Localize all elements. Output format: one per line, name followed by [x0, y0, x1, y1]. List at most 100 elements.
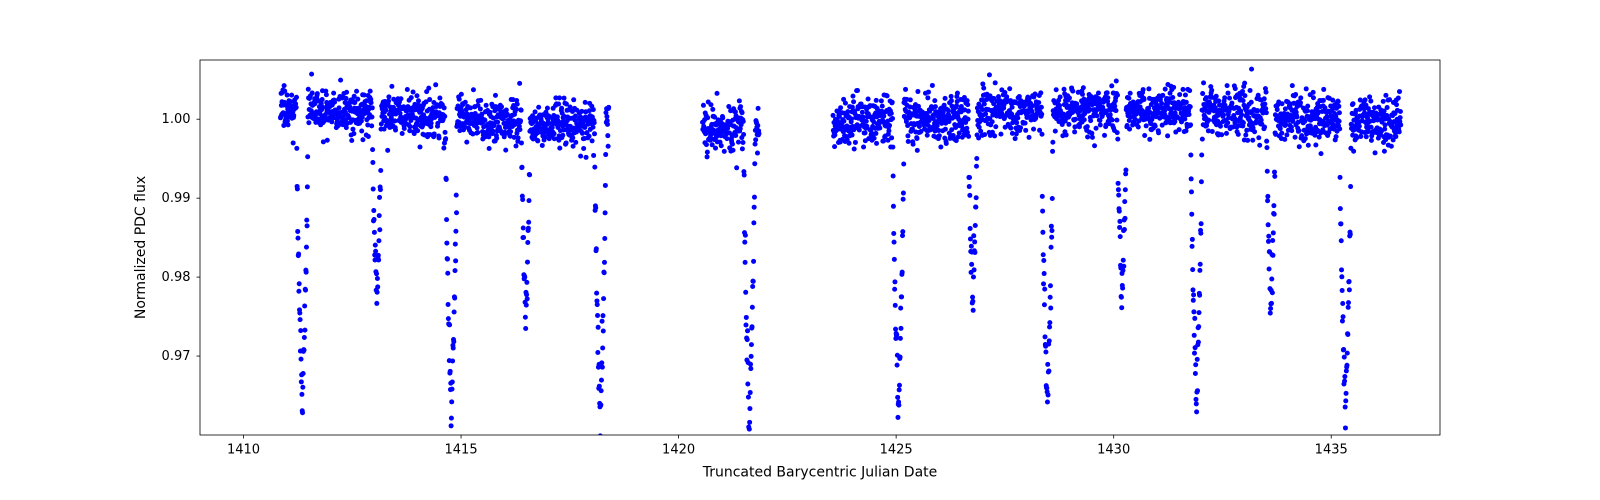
- data-point: [405, 87, 410, 92]
- data-point: [1196, 340, 1201, 345]
- data-point: [1189, 212, 1194, 217]
- data-point: [895, 363, 900, 368]
- data-point: [301, 371, 306, 376]
- data-point: [451, 346, 456, 351]
- data-point: [427, 97, 432, 102]
- data-point: [596, 325, 601, 330]
- data-point: [1347, 287, 1352, 292]
- data-point: [1372, 105, 1377, 110]
- data-point: [1072, 129, 1077, 134]
- data-point: [1262, 125, 1267, 130]
- data-point: [864, 119, 869, 124]
- data-point: [442, 105, 447, 110]
- data-point: [453, 268, 458, 273]
- data-point: [590, 138, 595, 143]
- data-point: [1382, 149, 1387, 154]
- data-point: [516, 135, 521, 140]
- data-point: [1265, 198, 1270, 203]
- data-point: [1015, 116, 1020, 121]
- data-point: [595, 313, 600, 318]
- data-point: [305, 184, 310, 189]
- data-point: [377, 227, 382, 232]
- data-point: [990, 119, 995, 124]
- data-point: [1120, 268, 1125, 273]
- data-point: [1094, 126, 1099, 131]
- data-point: [305, 223, 310, 228]
- data-point: [519, 140, 524, 145]
- data-point: [354, 89, 359, 94]
- data-point: [527, 172, 532, 177]
- data-point: [451, 339, 456, 344]
- data-point: [1193, 362, 1198, 367]
- data-point: [1038, 90, 1043, 95]
- data-point: [432, 131, 437, 136]
- data-point: [1275, 107, 1280, 112]
- data-point: [745, 328, 750, 333]
- data-point: [1337, 110, 1342, 115]
- data-point: [1194, 401, 1199, 406]
- data-point: [1340, 288, 1345, 293]
- data-point: [1188, 122, 1193, 127]
- data-point: [1345, 351, 1350, 356]
- data-point: [740, 110, 745, 115]
- data-point: [518, 118, 523, 123]
- data-point: [372, 230, 377, 235]
- data-point: [1321, 98, 1326, 103]
- data-point: [402, 126, 407, 131]
- data-point: [1014, 120, 1019, 125]
- data-point: [1153, 124, 1158, 129]
- data-point: [1045, 362, 1050, 367]
- data-point: [736, 140, 741, 145]
- data-point: [1013, 136, 1018, 141]
- data-point: [368, 89, 373, 94]
- data-point: [355, 97, 360, 102]
- data-point: [452, 296, 457, 301]
- data-point: [1264, 90, 1269, 95]
- data-point: [734, 165, 739, 170]
- data-point: [1198, 231, 1203, 236]
- data-point: [298, 328, 303, 333]
- data-point: [742, 173, 747, 178]
- data-point: [468, 105, 473, 110]
- data-point: [599, 378, 604, 383]
- data-point: [393, 128, 398, 133]
- data-point: [1294, 115, 1299, 120]
- data-point: [1385, 105, 1390, 110]
- data-point: [943, 96, 948, 101]
- data-point: [495, 120, 500, 125]
- data-point: [578, 154, 583, 159]
- data-point: [306, 87, 311, 92]
- data-point: [742, 240, 747, 245]
- data-point: [900, 270, 905, 275]
- data-point: [743, 233, 748, 238]
- data-point: [1249, 67, 1254, 72]
- data-point: [738, 104, 743, 109]
- data-point: [892, 240, 897, 245]
- data-point: [1358, 134, 1363, 139]
- data-point: [594, 291, 599, 296]
- data-point: [1214, 94, 1219, 99]
- data-point: [1115, 137, 1120, 142]
- data-point: [915, 89, 920, 94]
- data-point: [1339, 267, 1344, 272]
- data-point: [573, 140, 578, 145]
- data-point: [433, 82, 438, 87]
- data-point: [705, 115, 710, 120]
- data-point: [974, 156, 979, 161]
- data-point: [852, 146, 857, 151]
- data-point: [1050, 149, 1055, 154]
- data-point: [937, 133, 942, 138]
- data-point: [437, 96, 442, 101]
- data-point: [351, 131, 356, 136]
- data-point: [893, 327, 898, 332]
- data-point: [452, 309, 457, 314]
- data-point: [898, 306, 903, 311]
- data-point: [901, 197, 906, 202]
- data-point: [1398, 115, 1403, 120]
- data-point: [1126, 96, 1131, 101]
- data-point: [1284, 132, 1289, 137]
- data-point: [1242, 81, 1247, 86]
- data-point: [1156, 130, 1161, 135]
- data-point: [517, 81, 522, 86]
- data-point: [967, 193, 972, 198]
